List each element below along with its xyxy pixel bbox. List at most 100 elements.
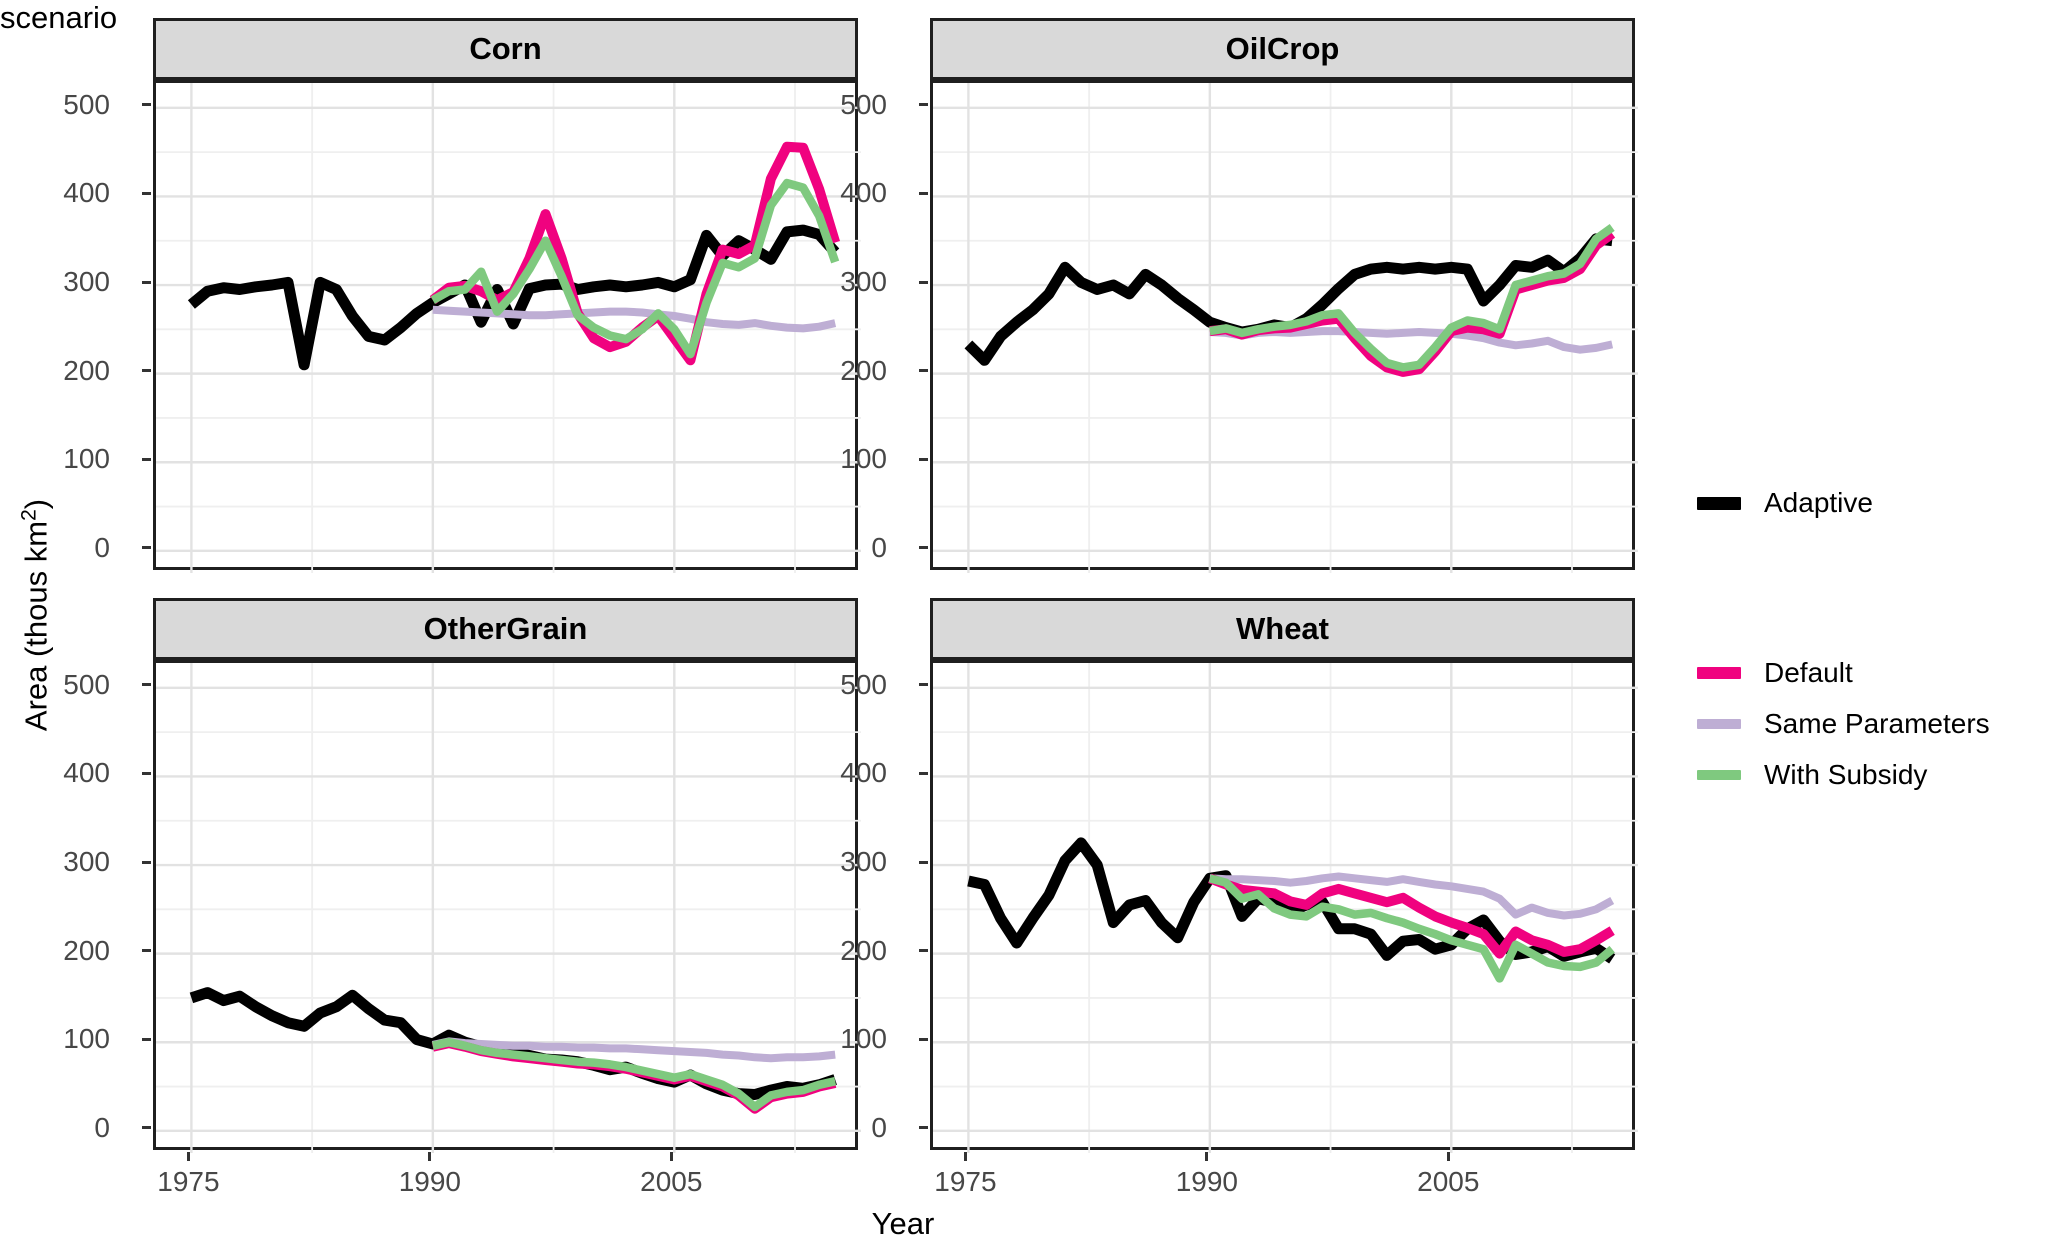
- plot-corn: [156, 83, 861, 573]
- y-tick-mark: [919, 280, 928, 284]
- y-tick-mark: [919, 949, 928, 953]
- series-line-same-parameters: [1209, 327, 1614, 354]
- x-tick-label: 1990: [398, 1166, 461, 1197]
- legend-key-adaptive-icon: [1697, 496, 1741, 510]
- y-tick-mark: [142, 683, 151, 687]
- y-tick-mark: [919, 771, 928, 775]
- y-tick-mark: [919, 191, 928, 195]
- y-tick-label: 400: [63, 177, 110, 209]
- y-tick-label: 200: [840, 354, 887, 386]
- y-tick-mark: [142, 546, 151, 550]
- y-tick-mark: [919, 457, 928, 461]
- series-line-same-parameters: [431, 1037, 836, 1063]
- y-tick-label: 300: [840, 266, 887, 298]
- y-tick-mark: [142, 949, 151, 953]
- y-tick-label: 100: [63, 443, 110, 475]
- plot-othergrain: [156, 663, 861, 1153]
- y-tick-mark: [142, 103, 151, 107]
- panel-othergrain: [153, 660, 861, 1153]
- series-line-with-subsidy: [431, 1037, 837, 1112]
- legend: scenario Adaptive Default Same Parameter…: [0, 0, 1990, 790]
- facet-title-corn: Corn: [469, 31, 542, 66]
- x-axis-title: Year: [871, 1206, 935, 1241]
- legend-item-with-subsidy: With Subsidy: [1697, 757, 1927, 793]
- y-tick-label: 400: [63, 757, 110, 789]
- y-tick-label: 300: [840, 846, 887, 878]
- y-axis-title-close: ): [18, 498, 54, 510]
- y-tick-label: 500: [840, 88, 887, 120]
- x-tick-mark: [186, 1152, 190, 1161]
- x-tick-mark: [669, 1152, 673, 1161]
- y-tick-label: 500: [63, 668, 110, 700]
- facet-title-wheat: Wheat: [1236, 611, 1329, 646]
- legend-item-adaptive: Adaptive: [1697, 485, 1873, 521]
- x-tick-label: 2005: [640, 1166, 703, 1197]
- plot-wheat: [933, 663, 1638, 1153]
- y-axis-title-superscript: 2: [17, 509, 41, 521]
- facet-strip-oilcrop: OilCrop: [930, 18, 1635, 80]
- y-tick-mark: [919, 546, 928, 550]
- y-tick-label: 300: [63, 846, 110, 878]
- y-tick-label: 400: [840, 757, 887, 789]
- x-tick-mark: [1205, 1152, 1209, 1161]
- y-tick-label: 0: [871, 1111, 887, 1143]
- facet-title-othergrain: OtherGrain: [423, 611, 588, 646]
- x-tick-label: 2005: [1417, 1166, 1480, 1197]
- legend-item-default: Default: [1697, 655, 1853, 691]
- facet-strip-othergrain: OtherGrain: [153, 598, 858, 660]
- y-tick-label: 0: [94, 1111, 110, 1143]
- y-tick-mark: [919, 860, 928, 864]
- panel-wheat: [930, 660, 1638, 1153]
- y-tick-mark: [919, 1037, 928, 1041]
- y-tick-label: 100: [840, 443, 887, 475]
- panel-corn: [153, 80, 861, 573]
- y-tick-mark: [919, 683, 928, 687]
- x-tick-label: 1975: [157, 1166, 220, 1197]
- y-tick-mark: [142, 860, 151, 864]
- series-line-default: [1208, 873, 1615, 959]
- facet-strip-corn: Corn: [153, 18, 858, 80]
- panel-oilcrop: [930, 80, 1638, 573]
- y-tick-label: 500: [840, 668, 887, 700]
- legend-key-same-parameters-icon: [1697, 719, 1741, 729]
- facet-title-oilcrop: OilCrop: [1225, 31, 1340, 66]
- series-line-with-subsidy: [430, 178, 840, 359]
- y-tick-mark: [142, 771, 151, 775]
- y-tick-label: 500: [63, 88, 110, 120]
- legend-label-with-subsidy: With Subsidy: [1764, 759, 1928, 790]
- facet-strip-wheat: Wheat: [930, 598, 1635, 660]
- legend-title: scenario: [0, 0, 118, 35]
- y-tick-label: 0: [871, 531, 887, 563]
- plot-oilcrop: [933, 83, 1638, 573]
- y-tick-mark: [142, 369, 151, 373]
- x-tick-mark: [428, 1152, 432, 1161]
- y-tick-mark: [919, 103, 928, 107]
- y-tick-mark: [142, 1037, 151, 1041]
- series-line-default: [1209, 229, 1616, 377]
- legend-label-default: Default: [1764, 657, 1853, 688]
- x-tick-mark: [1446, 1152, 1450, 1161]
- y-tick-label: 400: [840, 177, 887, 209]
- legend-item-same-parameters: Same Parameters: [1697, 706, 1990, 742]
- y-tick-label: 200: [840, 934, 887, 966]
- series-line-with-subsidy: [1209, 223, 1615, 372]
- legend-label-adaptive: Adaptive: [1764, 487, 1873, 518]
- y-tick-mark: [142, 280, 151, 284]
- y-tick-label: 100: [63, 1023, 110, 1055]
- legend-label-same-parameters: Same Parameters: [1764, 708, 1990, 739]
- legend-key-with-subsidy-icon: [1697, 769, 1741, 781]
- x-tick-mark: [963, 1152, 967, 1161]
- series-line-with-subsidy: [1208, 874, 1615, 983]
- y-tick-mark: [142, 1126, 151, 1130]
- y-tick-label: 300: [63, 266, 110, 298]
- y-tick-label: 100: [840, 1023, 887, 1055]
- series-line-same-parameters: [1209, 872, 1615, 920]
- y-tick-label: 200: [63, 354, 110, 386]
- y-tick-mark: [919, 369, 928, 373]
- y-tick-label: 0: [94, 531, 110, 563]
- y-tick-mark: [142, 457, 151, 461]
- x-tick-label: 1990: [1175, 1166, 1238, 1197]
- y-tick-mark: [142, 191, 151, 195]
- x-tick-label: 1975: [934, 1166, 997, 1197]
